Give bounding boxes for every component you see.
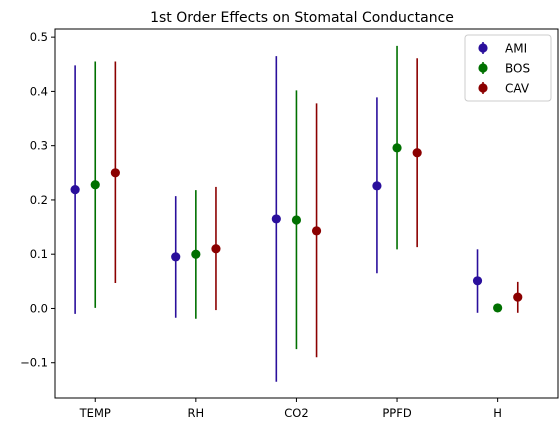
data-point <box>291 215 302 225</box>
data-point <box>412 148 422 158</box>
legend-marker <box>478 63 488 73</box>
x-tick-label: H <box>493 406 502 420</box>
data-point <box>513 292 523 302</box>
data-point <box>191 249 201 259</box>
y-tick-label: 0.3 <box>30 139 48 153</box>
series-layer <box>70 45 523 382</box>
x-tick-label: PPFD <box>382 406 411 420</box>
y-tick-label: 0.2 <box>30 193 48 207</box>
legend-marker <box>478 43 488 53</box>
x-tick-label: RH <box>188 406 205 420</box>
data-point <box>493 303 503 313</box>
legend-box <box>464 34 552 102</box>
y-tick-label: −0.1 <box>20 356 48 370</box>
data-point <box>110 168 120 178</box>
data-point <box>472 276 483 286</box>
y-tick-label: 0.0 <box>30 301 48 315</box>
y-tick-label: 0.5 <box>30 30 48 44</box>
data-point <box>372 181 382 191</box>
series-bos <box>90 45 503 350</box>
legend-marker <box>478 83 488 93</box>
x-tick-label: CO2 <box>284 406 308 420</box>
y-tick-label: 0.4 <box>30 84 48 98</box>
series-cav <box>110 58 523 358</box>
legend: AMI BOS CAV <box>464 34 552 102</box>
x-tick-label: TEMP <box>79 406 111 420</box>
x-axis: TEMP RH CO2 PPFD H <box>79 398 502 420</box>
legend-label: BOS <box>505 62 530 76</box>
data-point <box>211 244 221 254</box>
data-point <box>171 252 181 262</box>
data-point <box>311 226 322 236</box>
data-point <box>70 185 80 195</box>
legend-label: AMI <box>505 42 527 56</box>
y-tick-label: 0.1 <box>30 247 48 261</box>
series-ami <box>70 56 483 382</box>
data-point <box>392 143 402 153</box>
data-point <box>271 214 281 224</box>
data-point <box>90 180 100 190</box>
legend-label: CAV <box>505 82 530 96</box>
plot-frame <box>54 28 559 399</box>
y-axis: −0.1 0.0 0.1 0.2 0.3 0.4 0.5 <box>20 30 55 370</box>
chart-title: 1st Order Effects on Stomatal Conductanc… <box>150 10 454 26</box>
